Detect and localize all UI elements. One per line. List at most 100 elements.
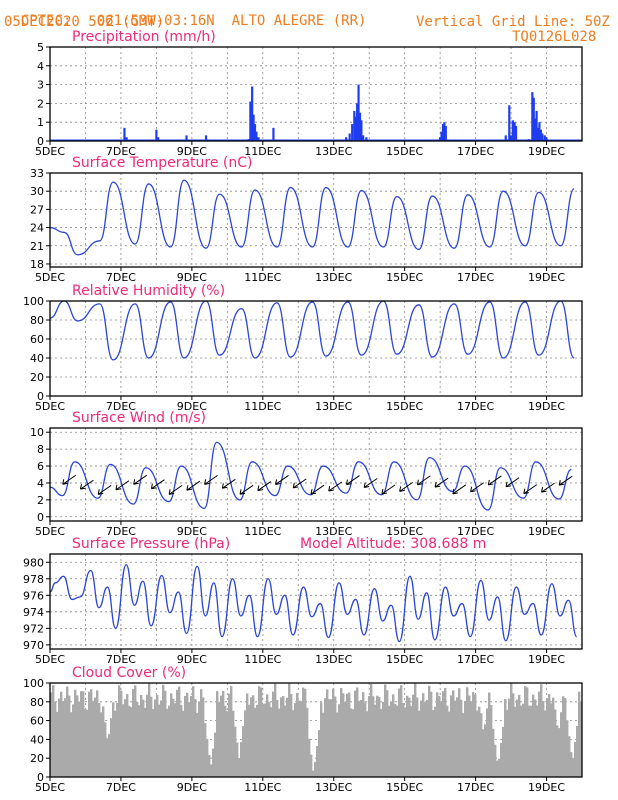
wind-arrow: [62, 474, 77, 485]
panel-title: Relative Humidity (%): [72, 283, 225, 299]
cloud-column: [88, 691, 91, 777]
cloud-column: [112, 702, 115, 777]
y-tick-label: 18: [30, 258, 44, 271]
x-tick-label: 13DEC: [315, 525, 352, 538]
cloud-column: [190, 695, 193, 777]
cloud-column: [316, 745, 319, 777]
x-tick-label: 13DEC: [315, 781, 352, 794]
cloud-column: [106, 738, 109, 777]
cloud-column: [482, 729, 485, 777]
wind-arrow-head: [416, 479, 423, 486]
precip-bar: [185, 135, 188, 141]
x-tick-label: 19DEC: [528, 653, 565, 666]
x-tick-label: 7DEC: [106, 400, 136, 413]
cloud-column: [542, 700, 545, 777]
cloud-column: [128, 705, 131, 777]
cloud-column: [210, 764, 213, 777]
cloud-column: [66, 686, 69, 777]
cloud-column: [274, 683, 277, 777]
cloud-column: [444, 687, 447, 777]
wind-arrow: [417, 475, 431, 486]
cloud-column: [320, 702, 323, 777]
x-tick-label: 19DEC: [528, 525, 565, 538]
cloud-column: [80, 691, 83, 777]
cloud-column: [74, 689, 77, 777]
cloud-column: [126, 694, 129, 777]
cloud-column: [572, 757, 575, 777]
cloud-column: [104, 722, 107, 777]
cloud-column: [364, 702, 367, 777]
cloud-column: [90, 689, 93, 777]
cloud-column: [530, 705, 533, 777]
cloud-column: [342, 693, 345, 777]
cloud-column: [358, 700, 361, 777]
cloud-column: [290, 694, 293, 777]
header-product-code: TQ0126L028: [512, 29, 597, 45]
cloud-column: [500, 742, 503, 777]
cloud-column: [306, 707, 309, 777]
x-tick-label: 13DEC: [315, 653, 352, 666]
cloud-column: [480, 713, 483, 777]
cloud-column: [334, 696, 337, 777]
x-tick-label: 5DEC: [35, 653, 65, 666]
cloud-column: [340, 688, 343, 777]
x-tick-label: 15DEC: [386, 781, 423, 794]
precip-bar: [543, 135, 546, 141]
cloud-column: [424, 702, 427, 777]
header-location: ALTO ALEGRE (RR): [231, 13, 367, 29]
y-tick-label: 30: [30, 185, 44, 198]
panel-title: Precipitation (mm/h): [72, 29, 216, 45]
cloud-column: [182, 710, 185, 777]
cloud-column: [170, 693, 173, 777]
cloud-column: [218, 701, 221, 777]
cloud-column: [76, 695, 79, 777]
cloud-column: [324, 698, 327, 777]
precip-bar: [508, 105, 511, 141]
cloud-column: [194, 699, 197, 777]
cloud-column: [94, 697, 97, 777]
wind-arrow-head: [310, 489, 317, 495]
wind-arrow-head: [505, 481, 512, 488]
precip-bar: [272, 127, 275, 141]
cloud-column: [526, 687, 529, 777]
wind-arrow: [523, 484, 538, 495]
cloud-column: [214, 732, 217, 777]
x-tick-label: 13DEC: [315, 145, 352, 158]
x-tick-label: 5DEC: [35, 400, 65, 413]
cloud-column: [438, 696, 441, 777]
x-tick-label: 17DEC: [457, 271, 494, 284]
cloud-column: [64, 698, 67, 777]
cloud-column: [414, 683, 417, 777]
wind-arrow: [452, 484, 467, 495]
cloud-column: [204, 723, 207, 777]
cloud-column: [552, 697, 555, 777]
cloud-column: [356, 687, 359, 777]
precip-bar: [351, 124, 354, 141]
precip-bar: [348, 133, 351, 141]
wind-arrow-head: [239, 489, 246, 495]
cloud-column: [484, 724, 487, 777]
wind-arrow: [381, 484, 396, 495]
cloud-column: [180, 705, 183, 777]
y-tick-label: 80: [30, 314, 44, 327]
y-tick-label: 978: [23, 573, 44, 586]
y-tick-label: 0: [37, 771, 44, 784]
cloud-column: [152, 708, 155, 777]
header-center: CPTEC:: [20, 13, 72, 29]
cloud-column: [102, 706, 105, 777]
cloud-column: [412, 694, 415, 777]
x-tick-label: 5DEC: [35, 525, 65, 538]
precip-bar: [360, 120, 363, 141]
cloud-column: [262, 704, 265, 777]
y-tick-label: 20: [30, 371, 44, 384]
wind-arrow: [346, 475, 360, 485]
cloud-column: [404, 707, 407, 777]
x-tick-label: 11DEC: [244, 525, 281, 538]
cloud-column: [462, 713, 465, 777]
x-tick-label: 17DEC: [457, 400, 494, 413]
precip-bar: [504, 135, 507, 141]
cloud-column: [206, 738, 209, 777]
pressure-line: [49, 564, 578, 643]
cloud-column: [510, 683, 513, 777]
x-tick-label: 11DEC: [244, 145, 281, 158]
